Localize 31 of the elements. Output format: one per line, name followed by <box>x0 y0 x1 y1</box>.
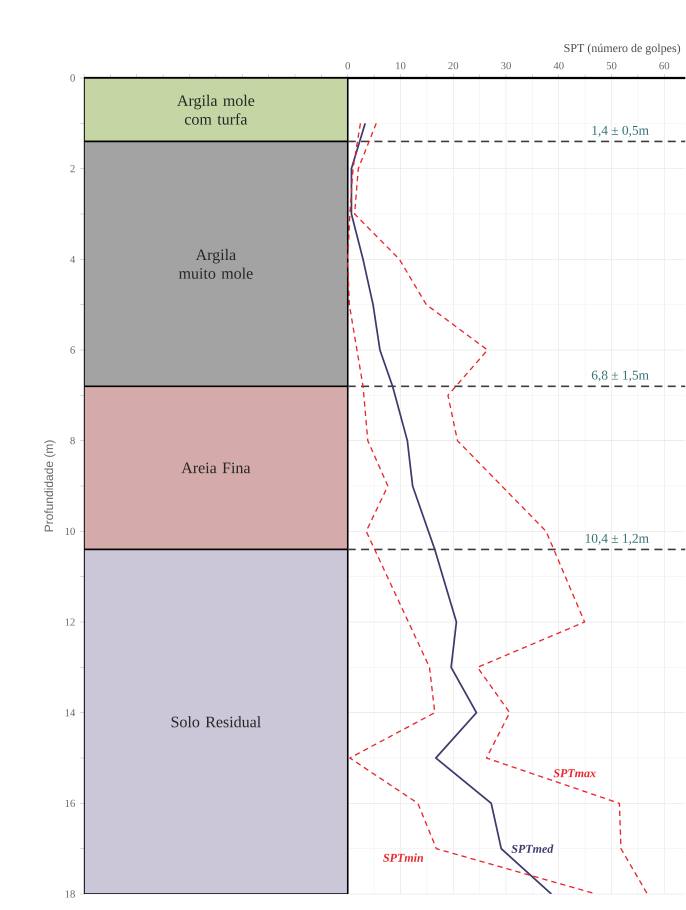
x-axis-title: SPT (número de golpes) <box>564 44 680 55</box>
y-tick-label: 12 <box>66 618 75 626</box>
y-tick-label: 2 <box>70 165 75 172</box>
y-tick-label: 4 <box>70 256 76 263</box>
ref-line-label: 6,8 ± 1,5m <box>592 370 649 382</box>
ref-line-label: 1,4 ± 0,5m <box>592 126 649 137</box>
ref-line-label: 10,4 ± 1,2m <box>586 534 649 545</box>
y-tick-label: 0 <box>70 74 75 82</box>
y-tick-label: 14 <box>66 709 76 716</box>
band-label: Argila muito mole <box>178 248 253 279</box>
series-label: SPTmed <box>512 844 554 853</box>
x-tick-label: 30 <box>501 62 511 70</box>
x-tick-label: 50 <box>606 62 616 70</box>
x-tick-label: 10 <box>396 62 406 70</box>
band-label: Areia Fina <box>181 462 250 474</box>
y-tick-label: 18 <box>66 890 75 898</box>
x-tick-label: 40 <box>554 62 564 70</box>
x-tick-label: 60 <box>659 62 670 70</box>
x-tick-label: 0 <box>345 62 350 70</box>
band-label: Solo Residual <box>172 716 261 728</box>
y-axis-title: Profundidade (m) <box>44 440 56 532</box>
series-label: SPTmin <box>383 853 424 862</box>
line-series <box>354 122 648 894</box>
y-tick-label: 6 <box>70 346 75 354</box>
y-tick-label: 16 <box>66 800 75 807</box>
series-label: SPTmax <box>554 769 596 778</box>
y-tick-label: 10 <box>66 528 75 535</box>
line-series <box>350 122 552 894</box>
band-label: Argila mole com turfa <box>177 94 254 125</box>
y-tick-label: 8 <box>70 437 75 444</box>
x-tick-label: 20 <box>448 62 458 70</box>
